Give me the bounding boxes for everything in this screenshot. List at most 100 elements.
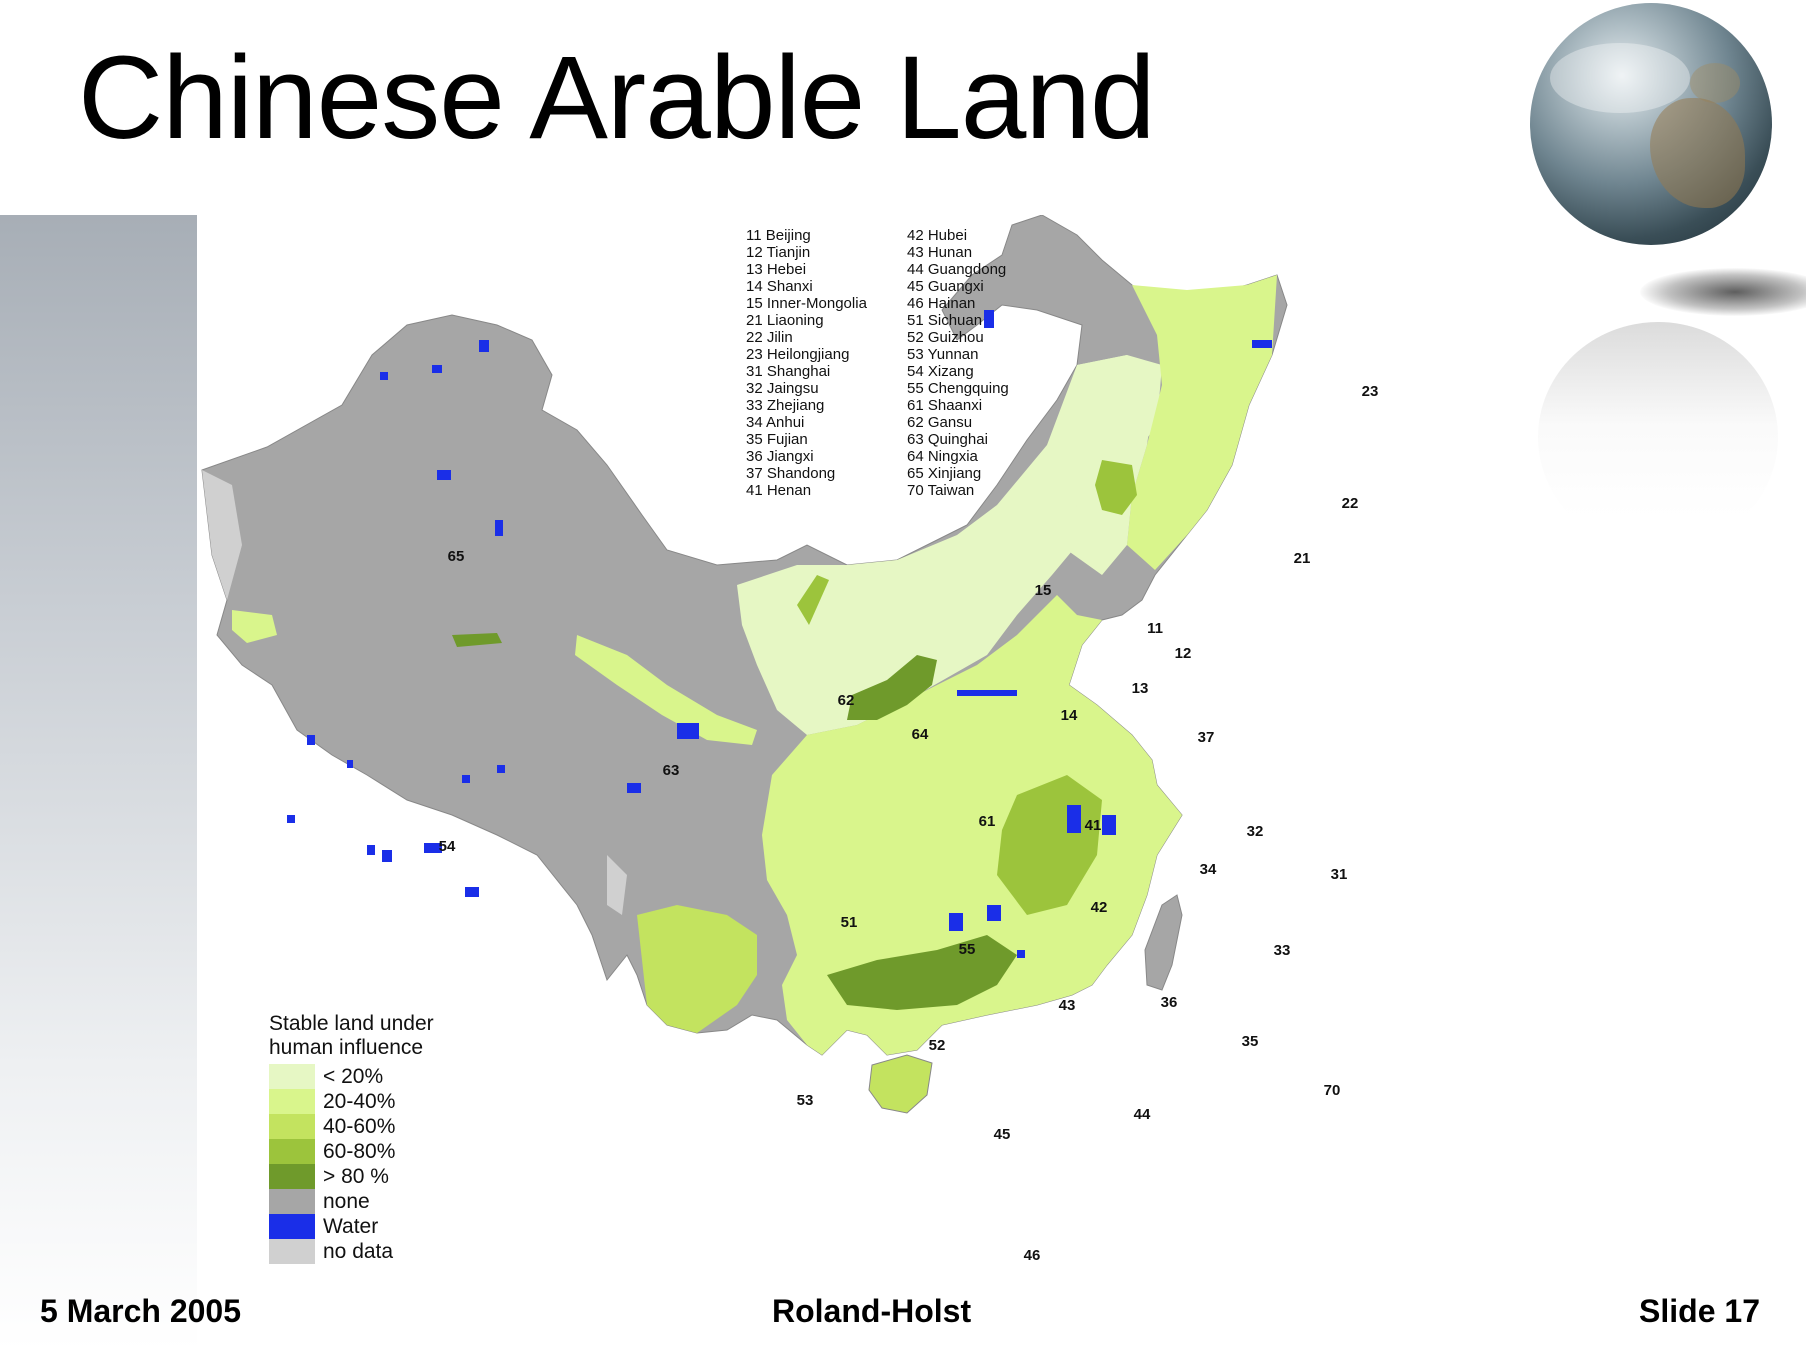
arable-zone-central-yellow	[762, 595, 1182, 1055]
legend-label: 40-60%	[323, 1114, 396, 1138]
province-label: 51	[841, 914, 858, 931]
key-col2-item: 51 Sichuan	[907, 312, 982, 329]
arable-zone-shaanxi-dark	[847, 655, 937, 720]
province-label: 70	[1324, 1082, 1341, 1099]
province-label: 52	[929, 1037, 946, 1054]
key-col1-item: 13 Hebei	[746, 261, 806, 278]
province-label: 33	[1274, 942, 1291, 959]
key-col2-item: 42 Hubei	[907, 227, 967, 244]
province-label: 36	[1161, 994, 1178, 1011]
globe-shadow	[1640, 268, 1806, 316]
province-label: 23	[1362, 383, 1379, 400]
water-bodies	[287, 310, 1272, 958]
arable-zone-southwest	[637, 905, 757, 1033]
legend-label: > 80 %	[323, 1164, 389, 1188]
footer-author: Roland-Holst	[772, 1293, 972, 1329]
globe-image	[1530, 3, 1772, 245]
legend-label: < 20%	[323, 1064, 384, 1088]
key-col2-item: 65 Xinjiang	[907, 465, 981, 482]
legend-item-water: Water	[269, 1214, 509, 1239]
legend-label: 20-40%	[323, 1089, 396, 1113]
province-label: 54	[439, 838, 456, 855]
key-col2-item: 44 Guangdong	[907, 261, 1006, 278]
no-data-area-west	[202, 470, 242, 600]
province-label: 12	[1175, 645, 1192, 662]
province-label: 55	[959, 941, 976, 958]
key-col2-item: 43 Hunan	[907, 244, 972, 261]
key-col1-item: 41 Henan	[746, 482, 811, 499]
key-col2-item: 45 Guangxi	[907, 278, 984, 295]
key-col1-item: 23 Heilongjiang	[746, 346, 849, 363]
province-key: 11 Beijing 12 Tianjin 13 Hebei 14 Shanxi…	[746, 227, 1009, 499]
province-label: 32	[1247, 823, 1264, 840]
province-label: 11	[1147, 620, 1163, 637]
key-col1-item: 36 Jiangxi	[746, 448, 814, 465]
key-col1-item: 37 Shandong	[746, 465, 835, 482]
key-col1-item: 31 Shanghai	[746, 363, 830, 380]
key-col2-item: 62 Gansu	[907, 414, 972, 431]
arable-zone-south-dark	[827, 935, 1017, 1010]
province-label: 42	[1091, 899, 1108, 916]
legend-item-none: none	[269, 1189, 509, 1214]
province-label: 46	[1024, 1247, 1041, 1264]
legend-swatch	[269, 1064, 315, 1089]
province-label: 35	[1242, 1033, 1259, 1050]
legend-label: 60-80%	[323, 1139, 396, 1163]
legend-title-line1: Stable land under	[269, 1012, 434, 1035]
footer-date: 5 March 2005	[40, 1293, 242, 1329]
legend-swatch	[269, 1114, 315, 1139]
province-label: 34	[1200, 861, 1217, 878]
key-col2-item: 64 Ningxia	[907, 448, 979, 465]
slide-title: Chinese Arable Land	[78, 32, 1156, 164]
arable-zone-xinjiang-green	[452, 633, 502, 647]
legend-title-line2: human influence	[269, 1036, 424, 1059]
key-col2-item: 55 Chengquing	[907, 380, 1009, 397]
legend-item-20-40: 20-40%	[269, 1089, 509, 1114]
province-label: 37	[1198, 729, 1215, 746]
key-col2-item: 46 Hainan	[907, 295, 975, 312]
key-col2-item: 70 Taiwan	[907, 482, 974, 499]
province-label: 41	[1085, 817, 1102, 834]
province-label: 15	[1035, 582, 1052, 599]
province-label: 61	[979, 813, 996, 830]
legend-swatch	[269, 1239, 315, 1264]
key-col1-item: 14 Shanxi	[746, 278, 813, 295]
legend-label: none	[323, 1189, 370, 1213]
province-label: 22	[1342, 495, 1359, 512]
province-label: 21	[1294, 550, 1311, 567]
province-label: 63	[663, 762, 680, 779]
legend-item-no-data: no data	[269, 1239, 509, 1264]
no-data-area-southwest	[607, 855, 627, 915]
key-col1-item: 33 Zhejiang	[746, 397, 824, 414]
arable-zone-liaoning-dark	[1095, 460, 1137, 515]
key-col2-item: 54 Xizang	[907, 363, 974, 380]
map-legend: Stable land under human influence < 20% …	[269, 1012, 509, 1264]
legend-swatch	[269, 1139, 315, 1164]
legend-label: no data	[323, 1239, 394, 1263]
key-col1-item: 32 Jaingsu	[746, 380, 819, 397]
key-col1-item: 21 Liaoning	[746, 312, 824, 329]
province-labels: 65 15 23 22 21 11 12 13 14 37 62 64 63 6…	[439, 383, 1379, 1264]
arable-zone-xinjiang-west	[232, 610, 277, 643]
key-col2-item: 52 Guizhou	[907, 329, 984, 346]
taiwan-island	[1144, 894, 1183, 991]
key-col1-item: 35 Fujian	[746, 431, 808, 448]
globe-reflection	[1538, 322, 1778, 552]
province-label: 62	[838, 692, 855, 709]
key-col1-item: 22 Jilin	[746, 329, 793, 346]
footer-slide-number: Slide 17	[1639, 1293, 1760, 1329]
key-col2-item: 61 Shaanxi	[907, 397, 982, 414]
china-arable-land-map: 11 Beijing 12 Tianjin 13 Hebei 14 Shanxi…	[197, 215, 1473, 1282]
key-col1-item: 12 Tianjin	[746, 244, 810, 261]
arable-zone-ningxia	[797, 575, 829, 625]
key-col1-item: 34 Anhui	[746, 414, 804, 431]
arable-zone-gansu-strip	[575, 635, 757, 745]
province-label: 31	[1331, 866, 1348, 883]
legend-swatch	[269, 1189, 315, 1214]
province-label: 65	[448, 548, 465, 565]
province-label: 45	[994, 1126, 1011, 1143]
china-map-svg: 11 Beijing 12 Tianjin 13 Hebei 14 Shanxi…	[201, 215, 1379, 1264]
province-label: 13	[1132, 680, 1149, 697]
legend-item-60-80: 60-80%	[269, 1139, 509, 1164]
key-col2-item: 63 Quinghai	[907, 431, 988, 448]
